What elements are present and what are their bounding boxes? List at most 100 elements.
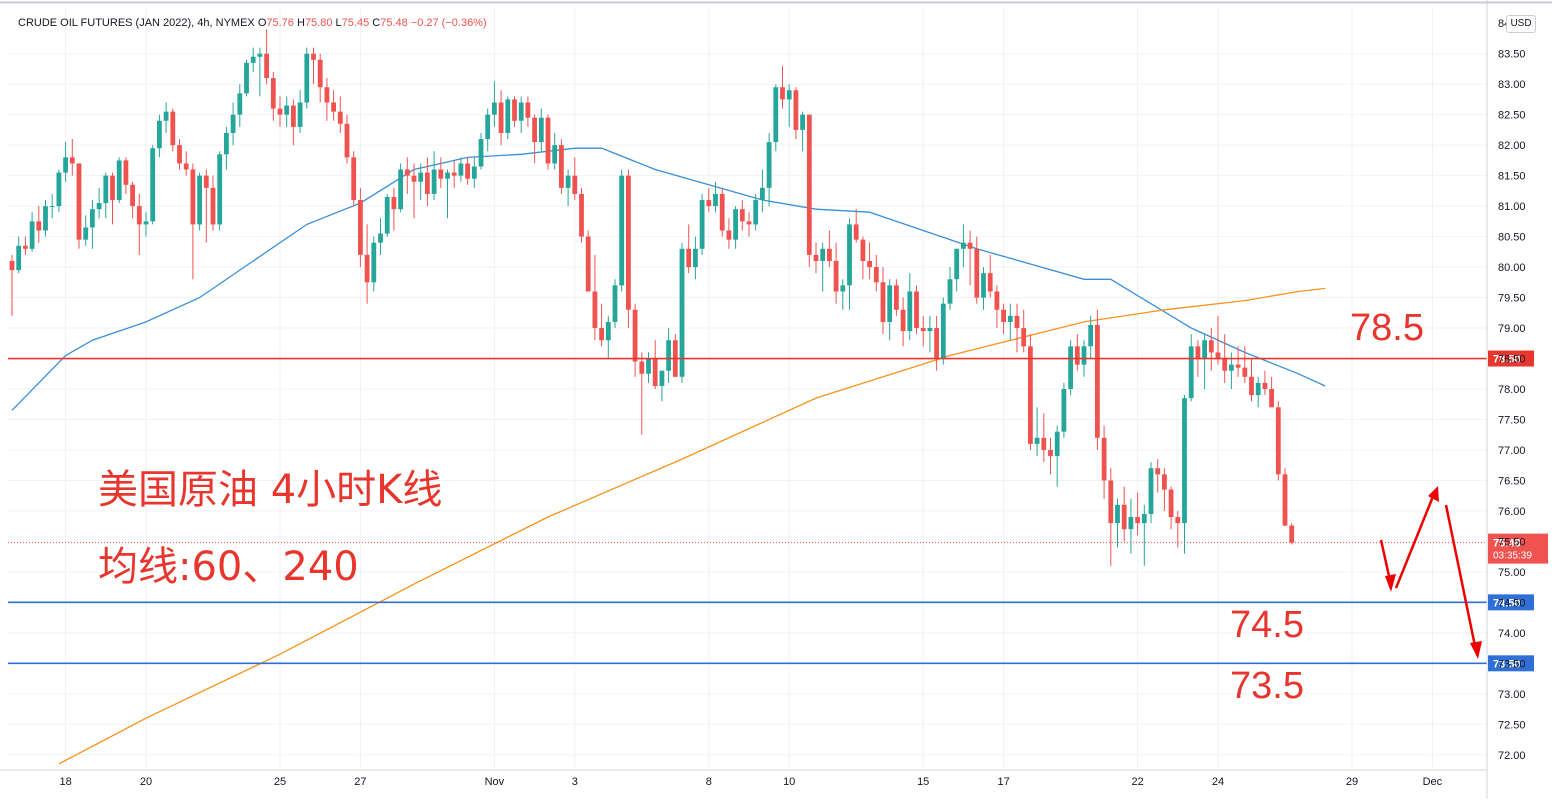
- candle: [478, 132, 484, 170]
- candle: [43, 200, 48, 237]
- candle: [96, 187, 102, 219]
- candle-body: [237, 93, 243, 115]
- candle-body: [43, 206, 48, 231]
- candle-body: [217, 154, 223, 225]
- price-tick-label: 73.50: [1498, 658, 1526, 670]
- candle: [1282, 468, 1288, 527]
- currency-button[interactable]: USD: [1506, 15, 1536, 33]
- candle: [1269, 376, 1274, 408]
- candle: [371, 236, 377, 292]
- candle-body: [445, 172, 450, 179]
- candle: [652, 340, 658, 389]
- candle: [1115, 498, 1120, 548]
- candle-body: [284, 105, 290, 115]
- candle-body: [465, 163, 470, 179]
- candle: [706, 187, 712, 213]
- candle: [23, 236, 28, 255]
- annotation-ma-note: 均线:60、240: [98, 544, 359, 590]
- price-tick-label: 75.50: [1498, 536, 1526, 548]
- candle: [746, 212, 752, 237]
- candle: [498, 90, 504, 146]
- candle: [766, 132, 772, 207]
- candle-body: [244, 62, 249, 94]
- candle-body: [713, 193, 718, 207]
- candle-body: [733, 209, 738, 240]
- candle-body: [793, 90, 799, 130]
- candle: [157, 114, 162, 158]
- candle-body: [1275, 407, 1281, 475]
- candle-body: [210, 187, 216, 225]
- candle: [1275, 401, 1281, 481]
- candle: [1141, 504, 1147, 566]
- candle-body: [813, 254, 819, 261]
- last-price-tag: [1488, 533, 1548, 564]
- candle-body: [572, 175, 578, 194]
- candle: [760, 169, 765, 213]
- candle: [1255, 376, 1261, 408]
- time-tick-label: 22: [1131, 776, 1143, 788]
- candle: [860, 236, 866, 280]
- candle-body: [619, 175, 625, 286]
- candle: [786, 84, 792, 127]
- candle-body: [324, 87, 330, 103]
- price-tick-label: 76.00: [1498, 506, 1526, 518]
- candle: [585, 230, 591, 292]
- level-tag-74.50: [1488, 594, 1534, 611]
- candle: [632, 303, 638, 377]
- candle: [210, 175, 216, 231]
- price-tick-label: 83.50: [1498, 49, 1526, 61]
- candle-body: [438, 169, 444, 179]
- candle-body: [1014, 315, 1020, 329]
- candle-body: [766, 142, 772, 188]
- candle-body: [679, 248, 685, 377]
- candle-body: [16, 245, 22, 271]
- open-value: 75.76: [266, 17, 294, 29]
- candle-body: [873, 267, 879, 283]
- candle-body: [1041, 437, 1047, 450]
- candle: [351, 151, 357, 207]
- candle: [36, 206, 42, 243]
- price-tick-label: 79.00: [1498, 323, 1526, 335]
- candle-body: [599, 328, 604, 341]
- candle: [451, 160, 457, 188]
- candle: [177, 139, 182, 170]
- candle: [545, 114, 551, 170]
- candle: [599, 303, 604, 347]
- time-tick-label: 15: [917, 776, 929, 788]
- candle: [1202, 334, 1207, 389]
- candle-body: [277, 108, 283, 115]
- candle-body: [987, 273, 993, 292]
- price-tick-label: 74.00: [1498, 628, 1526, 640]
- candle: [867, 242, 872, 280]
- candle: [1007, 303, 1013, 341]
- candle: [378, 218, 383, 255]
- candle-body: [1074, 346, 1080, 365]
- price-tick-label: 77.00: [1498, 445, 1526, 457]
- candle-body: [1202, 340, 1207, 359]
- candle-body: [1282, 474, 1288, 526]
- candle: [237, 84, 243, 127]
- candle-body: [411, 175, 417, 182]
- candle: [143, 212, 149, 237]
- candle-body: [130, 184, 135, 207]
- ma-line-ma60: [11, 147, 1326, 411]
- candle: [733, 206, 738, 249]
- candle: [9, 254, 15, 316]
- candle-body: [224, 132, 229, 155]
- close-label: C: [372, 17, 381, 29]
- price-tick-label: 80.00: [1498, 262, 1526, 274]
- candle: [297, 90, 303, 133]
- candle-body: [585, 236, 591, 292]
- candle: [277, 96, 283, 127]
- candle-body: [203, 175, 209, 188]
- level-tag-label: 73.50: [1493, 658, 1521, 670]
- candle: [646, 352, 651, 383]
- candle-body: [317, 59, 323, 88]
- candle-body: [626, 175, 631, 310]
- candle-body: [297, 102, 303, 127]
- candle: [626, 169, 631, 329]
- candle-body: [331, 102, 336, 112]
- candle-body: [1135, 517, 1140, 524]
